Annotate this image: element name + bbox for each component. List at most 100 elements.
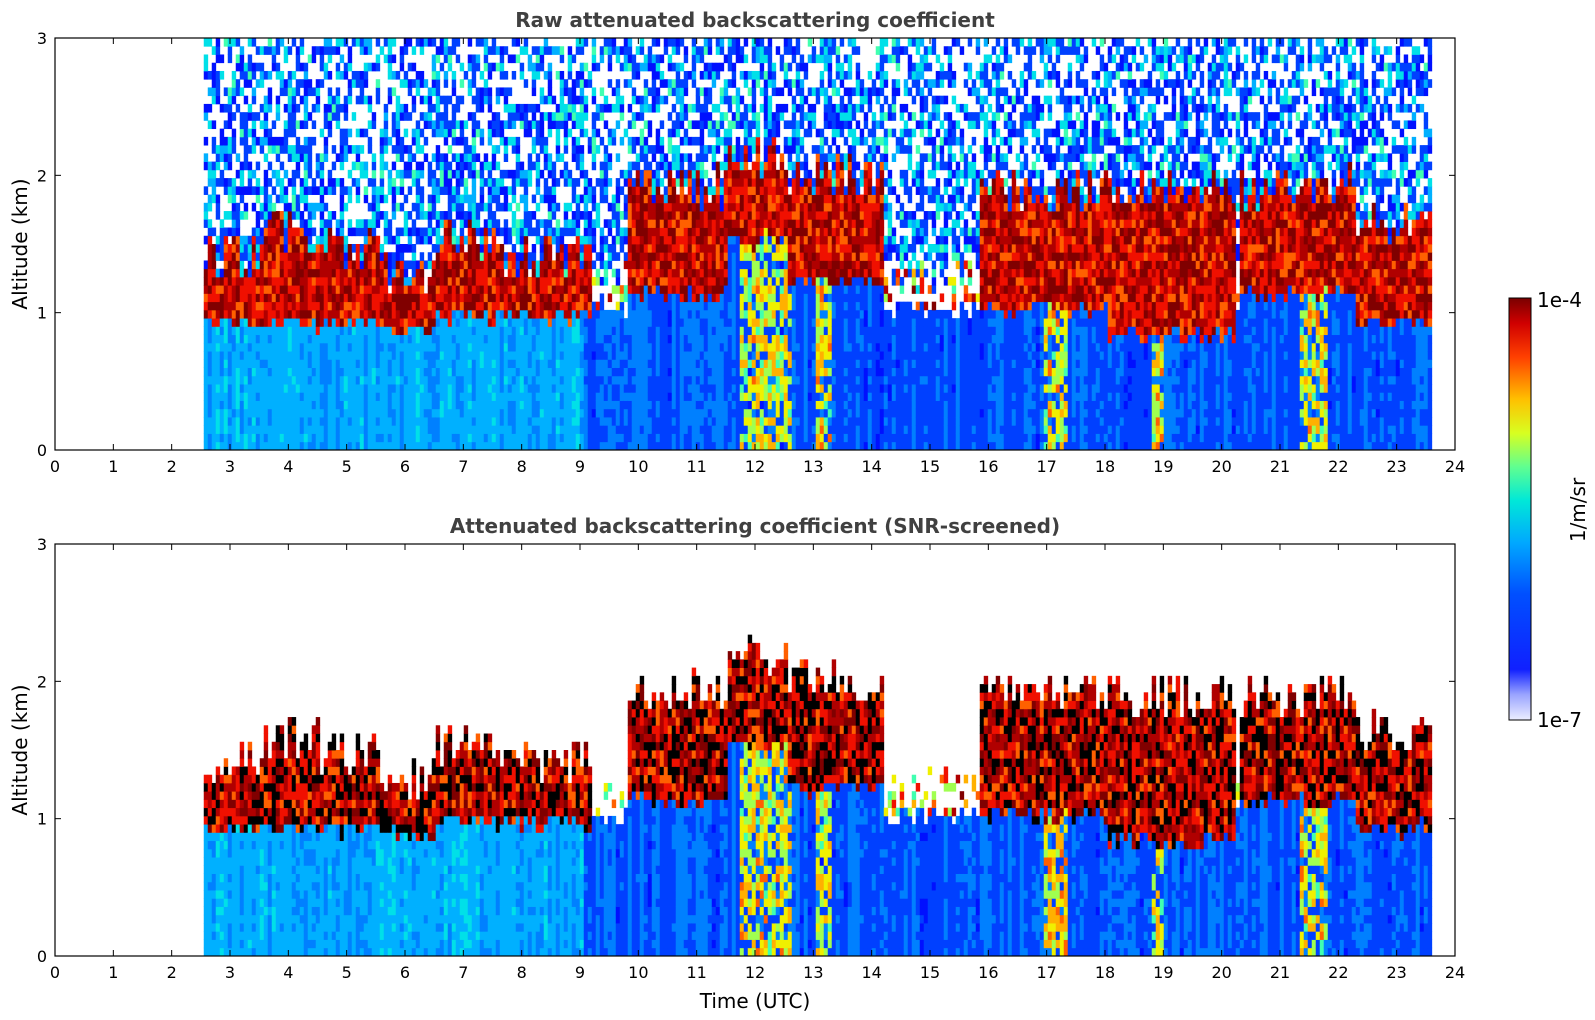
heatmap-cell: [331, 268, 337, 278]
heatmap-cell: [375, 433, 381, 443]
heatmap-cell: [519, 408, 525, 418]
heatmap-cell: [687, 103, 693, 113]
heatmap-cell: [463, 301, 469, 311]
heatmap-cell: [219, 425, 225, 434]
heatmap-cell: [299, 309, 305, 319]
heatmap-cell: [671, 260, 677, 270]
heatmap-cell: [375, 244, 381, 253]
heatmap-cell: [487, 128, 493, 138]
heatmap-cell: [331, 95, 337, 105]
heatmap-cell: [703, 441, 709, 451]
heatmap-cell: [499, 62, 505, 72]
heatmap-cell: [699, 128, 705, 138]
heatmap-cell: [415, 425, 421, 434]
heatmap-cell: [327, 367, 333, 377]
heatmap-cell: [359, 95, 365, 105]
heatmap-cell: [323, 145, 329, 154]
heatmap-cell: [359, 400, 365, 410]
heatmap-cell: [695, 252, 701, 261]
heatmap-cell: [367, 145, 373, 154]
heatmap-cell: [339, 235, 345, 245]
heatmap-cell: [495, 128, 501, 138]
heatmap-cell: [607, 384, 613, 393]
heatmap-cell: [663, 425, 669, 434]
heatmap-cell: [263, 252, 269, 261]
heatmap-cell: [391, 194, 397, 204]
heatmap-cell: [411, 227, 417, 237]
heatmap-cell: [495, 334, 501, 344]
heatmap-cell: [235, 285, 241, 294]
heatmap-cell: [203, 326, 209, 336]
heatmap-cell: [459, 326, 465, 336]
heatmap-cell: [287, 145, 293, 154]
heatmap-cell: [279, 351, 285, 360]
heatmap-cell: [419, 285, 425, 294]
heatmap-cell: [467, 79, 473, 88]
heatmap-cell: [467, 384, 473, 393]
heatmap-cell: [263, 153, 269, 162]
heatmap-cell: [259, 62, 265, 72]
heatmap-cell: [671, 145, 677, 154]
heatmap-cell: [287, 285, 293, 294]
heatmap-cell: [479, 318, 485, 327]
heatmap-cell: [583, 334, 589, 344]
heatmap-cell: [623, 425, 629, 434]
heatmap-cell: [603, 95, 609, 105]
heatmap-cell: [315, 309, 321, 319]
heatmap-cell: [691, 211, 697, 220]
heatmap-cell: [471, 112, 477, 121]
heatmap-cell: [651, 194, 657, 204]
heatmap-cell: [699, 260, 705, 270]
heatmap-cell: [527, 326, 533, 336]
heatmap-cell: [539, 169, 545, 179]
heatmap-cell: [443, 161, 449, 171]
heatmap-cell: [475, 38, 481, 47]
heatmap-cell: [627, 202, 633, 212]
heatmap-cell: [543, 285, 549, 294]
heatmap-cell: [431, 54, 437, 64]
heatmap-cell: [503, 433, 509, 443]
heatmap-cell: [443, 260, 449, 270]
heatmap-cell: [203, 400, 209, 410]
heatmap-cell: [563, 367, 569, 377]
heatmap-cell: [295, 392, 301, 401]
heatmap-cell: [475, 408, 481, 418]
heatmap-cell: [443, 235, 449, 245]
heatmap-cell: [531, 342, 537, 352]
heatmap-cell: [583, 169, 589, 179]
heatmap-cell: [415, 260, 421, 270]
heatmap-cell: [235, 318, 241, 327]
heatmap-cell: [587, 334, 593, 344]
heatmap-cell: [631, 161, 637, 171]
heatmap-cell: [279, 268, 285, 278]
heatmap-cell: [659, 334, 665, 344]
heatmap-cell: [667, 375, 673, 385]
heatmap-cell: [255, 79, 261, 88]
heatmap-cell: [355, 293, 361, 303]
heatmap-cell: [563, 285, 569, 294]
heatmap-cell: [595, 367, 601, 377]
heatmap-cell: [403, 103, 409, 113]
heatmap-cell: [343, 62, 349, 72]
heatmap-cell: [499, 169, 505, 179]
heatmap-cell: [639, 103, 645, 113]
heatmap-cell: [623, 38, 629, 47]
heatmap-cell: [255, 252, 261, 261]
heatmap-cell: [479, 70, 485, 80]
heatmap-cell: [215, 54, 221, 64]
heatmap-cell: [419, 433, 425, 443]
heatmap-cell: [255, 285, 261, 294]
heatmap-cell: [479, 425, 485, 434]
heatmap-cell: [675, 70, 681, 80]
heatmap-cell: [555, 252, 561, 261]
heatmap-cell: [467, 417, 473, 426]
heatmap-cell: [567, 268, 573, 278]
heatmap-cell: [263, 400, 269, 410]
heatmap-cell: [571, 441, 577, 451]
heatmap-cell: [623, 400, 629, 410]
heatmap-cell: [287, 276, 293, 286]
heatmap-cell: [483, 309, 489, 319]
heatmap-cell: [687, 417, 693, 426]
heatmap-cell: [695, 260, 701, 270]
heatmap-cell: [323, 120, 329, 130]
